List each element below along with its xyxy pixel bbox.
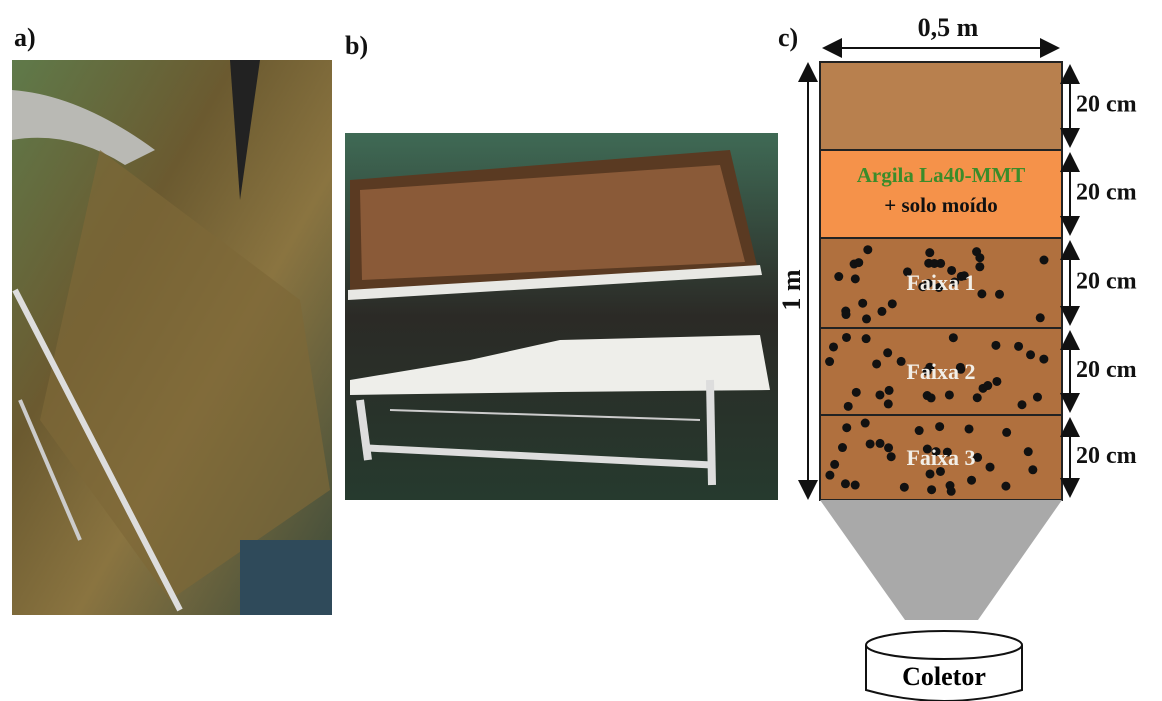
particle	[1014, 342, 1023, 351]
particle	[1033, 393, 1042, 402]
particle	[1017, 400, 1026, 409]
particle	[975, 253, 984, 262]
particle	[949, 333, 958, 342]
particle	[825, 471, 834, 480]
particle	[945, 390, 954, 399]
layer-label: Faixa 2	[906, 359, 975, 384]
particle	[977, 289, 986, 298]
layer-subtitle: + solo moído	[884, 193, 997, 217]
particle	[862, 314, 871, 323]
layer-label: Faixa 3	[906, 445, 975, 470]
layer	[820, 62, 1062, 150]
particle	[927, 393, 936, 402]
particle	[885, 386, 894, 395]
column-diagram: Coletor 0,5 m 1 m Argila La40-MMT + solo…	[777, 13, 1137, 701]
figure: a) b) c) Coletor 0,5 m	[0, 0, 1162, 701]
photo-a	[12, 60, 332, 615]
particle	[983, 381, 992, 390]
particle	[935, 422, 944, 431]
particle	[862, 334, 871, 343]
photo-b	[345, 133, 778, 500]
thickness-label: 20 cm	[1076, 92, 1137, 118]
particle	[1026, 350, 1035, 359]
collector-label: Coletor	[902, 662, 986, 691]
width-label: 0,5 m	[918, 13, 979, 42]
particle	[888, 299, 897, 308]
particle	[926, 469, 935, 478]
particle	[851, 481, 860, 490]
particle	[947, 487, 956, 496]
particle	[1039, 355, 1048, 364]
particle	[825, 357, 834, 366]
particle	[884, 443, 893, 452]
layer-label: Faixa 1	[906, 270, 975, 295]
thickness-label: 20 cm	[1076, 357, 1137, 383]
particle	[967, 476, 976, 485]
particle	[841, 479, 850, 488]
particle	[838, 443, 847, 452]
particle	[965, 424, 974, 433]
particle	[1002, 428, 1011, 437]
particle	[897, 357, 906, 366]
particle	[927, 485, 936, 494]
panel-label: a)	[14, 23, 36, 52]
particle	[995, 290, 1004, 299]
particle	[1036, 313, 1045, 322]
particle	[887, 452, 896, 461]
particle	[973, 393, 982, 402]
collector-top	[866, 631, 1022, 659]
panel-label: b)	[345, 31, 368, 60]
particle	[841, 310, 850, 319]
particle	[900, 483, 909, 492]
panel-label: c)	[778, 23, 798, 52]
particle	[975, 262, 984, 271]
particle	[834, 272, 843, 281]
height-label: 1 m	[777, 269, 806, 311]
particle	[876, 439, 885, 448]
particle	[872, 359, 881, 368]
particle	[852, 388, 861, 397]
particle	[875, 390, 884, 399]
thickness-label: 20 cm	[1076, 269, 1137, 295]
particle	[883, 348, 892, 357]
particle	[854, 258, 863, 267]
particle	[842, 333, 851, 342]
particle	[986, 463, 995, 472]
particle	[851, 274, 860, 283]
particle	[858, 299, 867, 308]
particle	[884, 399, 893, 408]
particle	[877, 307, 886, 316]
particle	[915, 426, 924, 435]
particle	[842, 423, 851, 432]
particle	[1039, 255, 1048, 264]
particle	[925, 248, 934, 257]
particle	[992, 377, 1001, 386]
particle	[930, 259, 939, 268]
thickness-label: 20 cm	[1076, 180, 1137, 206]
particle	[863, 245, 872, 254]
particle	[829, 342, 838, 351]
particle	[1028, 465, 1037, 474]
particle	[861, 419, 870, 428]
particle	[844, 402, 853, 411]
particle	[866, 439, 875, 448]
thickness-label: 20 cm	[1076, 443, 1137, 469]
particle	[830, 460, 839, 469]
layer-title: Argila La40-MMT	[857, 163, 1026, 187]
particle	[991, 341, 1000, 350]
funnel	[820, 500, 1062, 620]
particle	[1001, 482, 1010, 491]
particle	[1024, 447, 1033, 456]
